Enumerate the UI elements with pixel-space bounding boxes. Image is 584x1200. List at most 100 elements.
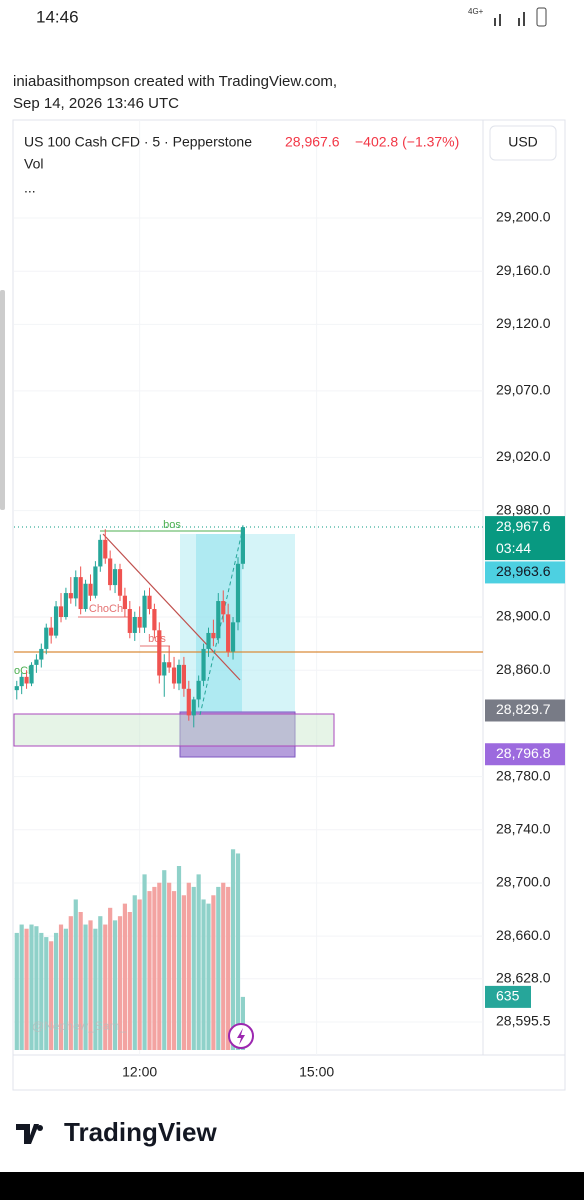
- volume-bar: [53, 932, 59, 1050]
- volume-bar: [235, 853, 241, 1050]
- y-tick-label: 28,740.0: [496, 820, 551, 836]
- candle-body: [63, 593, 69, 617]
- volume-bar: [58, 924, 64, 1050]
- candle-body: [58, 606, 64, 617]
- volume-bar: [221, 882, 226, 1050]
- volume-badge: [485, 985, 531, 1008]
- network: 4G+: [468, 7, 484, 16]
- candle-body: [44, 627, 49, 649]
- candle-body: [24, 676, 29, 684]
- y-tick-label: 28,900.0: [496, 608, 551, 624]
- brand: TradingView: [64, 1117, 217, 1147]
- candle-body: [196, 680, 201, 700]
- candle-body: [152, 609, 157, 631]
- volume-bar: [206, 903, 211, 1050]
- y-tick-label: 28,660.0: [496, 927, 551, 943]
- volume-bar: [103, 924, 108, 1050]
- volume-bar: [142, 874, 147, 1050]
- price-badge: [485, 699, 565, 722]
- candle-body: [171, 667, 177, 684]
- candle-body: [221, 601, 226, 615]
- volume-bar: [83, 924, 88, 1050]
- candle-body: [167, 662, 172, 668]
- status-bar: [0, 0, 584, 40]
- price-badge: [485, 743, 565, 766]
- volume-bar: [137, 899, 142, 1050]
- more[interactable]: ...: [24, 180, 36, 196]
- volume-bar: [19, 924, 24, 1050]
- volume-bar: [230, 849, 236, 1050]
- candle-body: [181, 664, 187, 689]
- change: −402.8 (−1.37%): [355, 134, 459, 150]
- volume-bar: [127, 912, 132, 1050]
- volume-bar: [68, 916, 73, 1050]
- volume-bar: [171, 891, 177, 1050]
- stop-box: [179, 711, 296, 758]
- price-badge-label: 28,796.8: [496, 745, 551, 761]
- volume-bar: [78, 912, 83, 1050]
- side-handle: [0, 290, 5, 510]
- candle-body: [34, 659, 39, 665]
- currency: USD: [508, 134, 538, 150]
- volume-bar: [162, 870, 167, 1050]
- volume-bar: [181, 895, 187, 1050]
- candle-body: [73, 577, 78, 599]
- candle-body: [108, 558, 113, 586]
- volume-bar: [88, 920, 93, 1050]
- volume-bar: [157, 882, 162, 1050]
- candle-body: [162, 662, 167, 676]
- candle-body: [157, 630, 162, 676]
- candle-body: [201, 648, 206, 681]
- volume-bar: [34, 926, 39, 1050]
- candle-body: [68, 593, 73, 599]
- volume-title: Vol: [24, 156, 43, 172]
- volume-bar: [63, 928, 69, 1050]
- y-tick-label: 29,120.0: [496, 315, 551, 331]
- watermark: @Nephew_Sam_: [32, 1019, 127, 1033]
- nav-bar: [0, 1172, 584, 1200]
- volume-bar: [73, 899, 78, 1050]
- candle-body: [142, 595, 147, 628]
- countdown: 03:44: [496, 540, 531, 556]
- candle-body: [147, 595, 152, 610]
- candle-body: [211, 632, 216, 639]
- projection: [199, 531, 243, 716]
- candle-body: [191, 699, 196, 716]
- y-tick-label: 29,020.0: [496, 448, 551, 464]
- candle-body: [49, 627, 54, 636]
- last-price: 28,967.6: [285, 134, 340, 150]
- demand-zone: [13, 713, 335, 747]
- volume-bar: [152, 886, 157, 1050]
- x-tick-label: 15:00: [299, 1064, 334, 1080]
- candle-body: [127, 609, 132, 633]
- y-tick-label: 28,980.0: [496, 501, 551, 517]
- y-tick-label: 29,160.0: [496, 262, 551, 278]
- annotation: oCh: [14, 665, 34, 677]
- candle-body: [83, 583, 88, 610]
- candle-body: [103, 539, 108, 559]
- price-badge-label: 28,963.6: [496, 563, 551, 579]
- y-tick-label: 28,628.0: [496, 969, 551, 985]
- volume-bar: [216, 886, 221, 1050]
- volume-bar: [186, 882, 191, 1050]
- price-badge-label: 28,967.6: [496, 518, 551, 534]
- candle-body: [132, 616, 137, 633]
- candle-body: [93, 566, 98, 596]
- currency-button[interactable]: [489, 125, 557, 161]
- volume-bar: [117, 916, 123, 1050]
- candle-body: [88, 583, 93, 596]
- volume-bar: [211, 895, 216, 1050]
- candle-body: [226, 614, 231, 652]
- volume-bar: [108, 907, 113, 1050]
- annotation: bos: [163, 519, 181, 531]
- volume-bar: [93, 928, 98, 1050]
- y-tick-label: 29,070.0: [496, 382, 551, 398]
- volume-bar: [39, 932, 44, 1050]
- volume-bar: [201, 899, 206, 1050]
- candle-body: [206, 632, 211, 649]
- volume-bar: [14, 932, 19, 1050]
- price-badge-label: 28,829.7: [496, 701, 551, 717]
- tv-logo: [16, 1124, 43, 1144]
